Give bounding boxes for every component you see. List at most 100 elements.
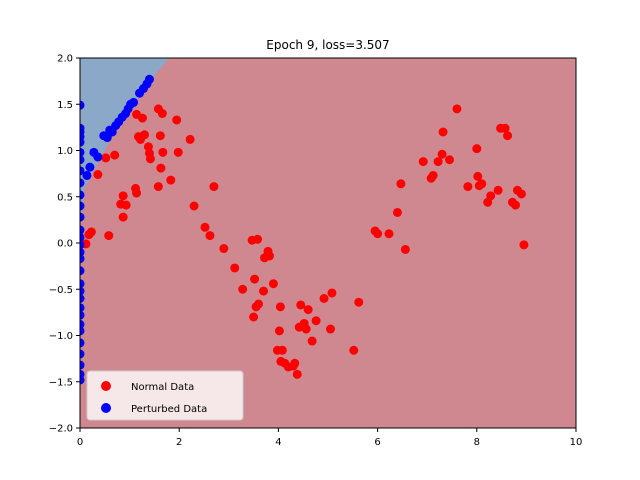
- perturbed-point: [80, 303, 85, 313]
- normal-point: [238, 284, 248, 294]
- normal-point: [516, 189, 526, 199]
- normal-point: [290, 358, 300, 368]
- perturbed-point: [85, 162, 95, 172]
- normal-point: [277, 345, 287, 355]
- normal-point: [172, 115, 182, 125]
- perturbed-point: [82, 170, 92, 180]
- legend-marker-perturbed: [101, 403, 111, 413]
- plot-area: [79, 57, 577, 429]
- normal-point: [274, 326, 284, 336]
- perturbed-point: [80, 254, 85, 264]
- normal-point: [384, 229, 394, 239]
- normal-point: [155, 131, 165, 141]
- normal-point: [189, 201, 199, 211]
- normal-point: [254, 299, 264, 309]
- normal-point: [396, 179, 406, 189]
- normal-point: [301, 324, 311, 334]
- normal-point: [145, 154, 155, 164]
- normal-point: [354, 297, 364, 307]
- x-tick-label: 0: [77, 437, 83, 448]
- perturbed-point: [80, 294, 85, 303]
- normal-point: [519, 240, 529, 250]
- perturbed-point: [80, 212, 85, 222]
- normal-point: [392, 207, 402, 217]
- perturbed-point: [80, 100, 85, 110]
- normal-point: [200, 222, 210, 232]
- perturbed-point: [80, 155, 85, 165]
- x-axis: 0 2 4 6 8 10: [77, 428, 583, 448]
- normal-point: [510, 200, 520, 210]
- perturbed-point: [80, 232, 85, 242]
- legend-box: [86, 370, 244, 421]
- normal-point: [157, 109, 167, 118]
- perturbed-point: [80, 201, 85, 211]
- chart-title: Epoch 9, loss=3.507: [266, 38, 389, 52]
- region-perturbed: [80, 58, 170, 225]
- normal-point: [166, 175, 176, 185]
- normal-point: [428, 170, 438, 180]
- y-tick-label: 0.5: [57, 192, 73, 203]
- normal-point: [463, 182, 473, 192]
- normal-point: [93, 170, 103, 180]
- perturbed-point: [80, 349, 85, 359]
- normal-point: [325, 324, 335, 334]
- normal-point: [472, 144, 482, 154]
- normal-point: [319, 294, 329, 303]
- x-tick-label: 8: [474, 437, 480, 448]
- normal-point: [418, 157, 428, 167]
- y-tick-label: 1.5: [57, 100, 73, 111]
- perturbed-point: [80, 360, 85, 370]
- normal-point: [101, 153, 111, 163]
- normal-point: [259, 286, 269, 296]
- region-normal: [80, 58, 576, 428]
- perturbed-point: [80, 147, 85, 157]
- normal-point: [445, 155, 455, 165]
- legend-label-normal: Normal Data: [131, 382, 194, 393]
- normal-point: [296, 300, 306, 310]
- perturbed-point: [80, 225, 85, 235]
- normal-point: [110, 150, 120, 160]
- perturbed-point: [80, 375, 85, 385]
- normal-point: [307, 336, 317, 346]
- normal-point: [437, 149, 447, 159]
- normal-point: [249, 312, 259, 322]
- normal-point: [121, 200, 131, 210]
- y-tick-label: 2.0: [57, 54, 73, 65]
- normal-point: [139, 130, 149, 140]
- normal-point: [268, 279, 278, 289]
- normal-point: [303, 305, 313, 315]
- normal-point: [477, 179, 487, 189]
- normal-point: [156, 163, 166, 173]
- perturbed-point: [93, 152, 103, 162]
- normal-point: [493, 185, 503, 195]
- normal-point: [473, 171, 483, 181]
- legend-label-perturbed: Perturbed Data: [131, 404, 207, 415]
- normal-point: [153, 182, 163, 192]
- legend: Normal Data Perturbed Data: [86, 370, 244, 421]
- normal-point: [327, 288, 337, 298]
- normal-point: [137, 113, 147, 123]
- perturbed-point: [144, 74, 154, 84]
- normal-point: [209, 182, 219, 192]
- normal-point: [433, 157, 443, 167]
- normal-point: [86, 227, 96, 237]
- perturbed-point: [80, 137, 85, 147]
- legend-marker-normal: [101, 381, 111, 391]
- normal-point: [264, 251, 274, 261]
- x-tick-label: 10: [570, 437, 583, 448]
- perturbed-point: [80, 240, 85, 250]
- normal-point: [173, 147, 183, 157]
- y-tick-label: 1.0: [57, 146, 73, 157]
- perturbed-point: [80, 286, 85, 296]
- perturbed-point: [129, 97, 139, 107]
- y-axis: −2.0 −1.5 −1.0 −0.5 0.0 0.5 1.0 1.5 2.0: [49, 54, 80, 435]
- normal-point: [185, 134, 195, 144]
- normal-point: [292, 369, 302, 379]
- perturbed-point: [80, 338, 85, 348]
- normal-point: [503, 131, 513, 141]
- perturbed-point: [80, 190, 85, 200]
- y-tick-label: −1.0: [49, 331, 73, 342]
- normal-point: [132, 188, 142, 198]
- y-tick-label: −1.5: [49, 377, 73, 388]
